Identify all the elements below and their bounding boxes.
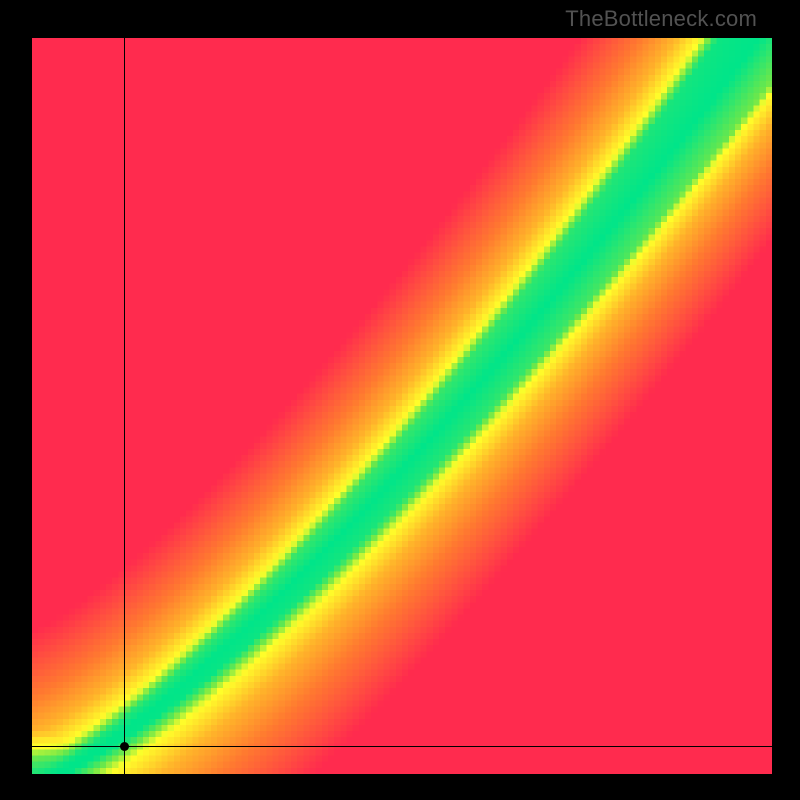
crosshair-horizontal xyxy=(32,746,772,747)
watermark-text: TheBottleneck.com xyxy=(565,6,757,32)
crosshair-vertical xyxy=(124,38,125,774)
chart-container: TheBottleneck.com xyxy=(0,0,800,800)
bottleneck-heatmap xyxy=(32,38,772,774)
